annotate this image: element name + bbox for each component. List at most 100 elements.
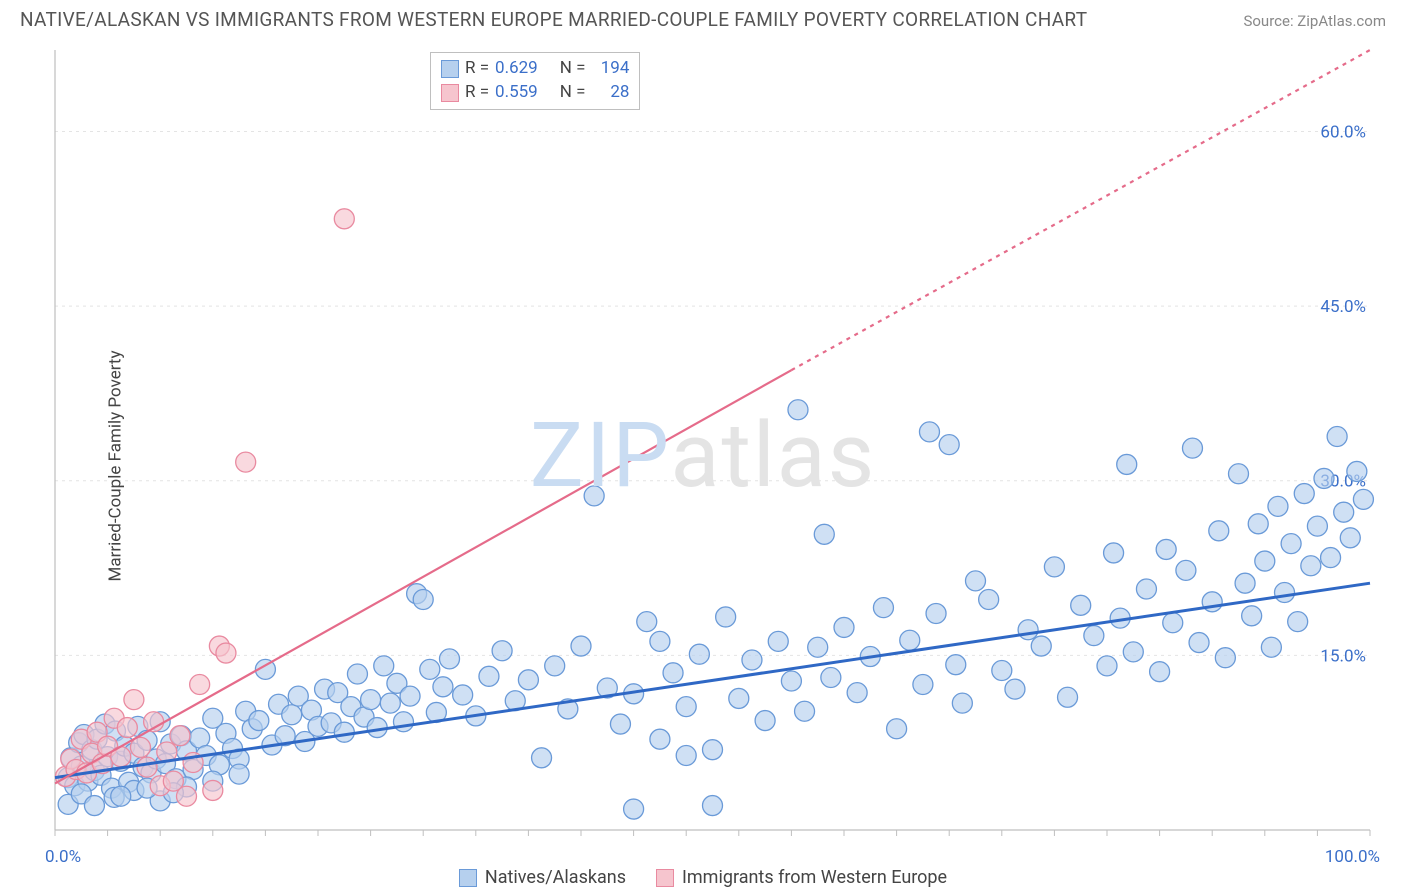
data-point-natives xyxy=(926,603,946,623)
data-point-natives xyxy=(1301,556,1321,576)
legend-n-value: 28 xyxy=(591,81,629,105)
data-point-natives xyxy=(1261,637,1281,657)
data-point-natives xyxy=(413,589,433,609)
data-point-natives xyxy=(919,422,939,442)
data-point-natives xyxy=(1005,679,1025,699)
data-point-natives xyxy=(637,612,657,632)
data-point-natives xyxy=(900,630,920,650)
data-point-natives xyxy=(676,697,696,717)
legend-r-label: R = xyxy=(465,57,489,81)
legend-r-value: 0.559 xyxy=(495,81,538,105)
legend-r-value: 0.629 xyxy=(495,57,538,81)
data-point-natives xyxy=(393,712,413,732)
data-point-natives xyxy=(400,686,420,706)
data-point-natives xyxy=(1209,521,1229,541)
data-point-immigrants xyxy=(177,786,197,806)
data-point-natives xyxy=(729,688,749,708)
correlation-legend: R =0.629N =194R =0.559N = 28 xyxy=(430,52,640,110)
data-point-natives xyxy=(1156,539,1176,559)
data-point-natives xyxy=(347,664,367,684)
data-point-natives xyxy=(781,671,801,691)
data-point-natives xyxy=(808,637,828,657)
legend-n-label: N = xyxy=(560,81,586,105)
data-point-natives xyxy=(716,607,736,627)
data-point-natives xyxy=(361,690,381,710)
data-point-natives xyxy=(1275,583,1295,603)
data-point-natives xyxy=(788,400,808,420)
data-point-natives xyxy=(1176,560,1196,580)
data-point-natives xyxy=(433,677,453,697)
data-point-natives xyxy=(1117,454,1137,474)
data-point-natives xyxy=(768,631,788,651)
header-bar: NATIVE/ALASKAN VS IMMIGRANTS FROM WESTER… xyxy=(0,0,1406,35)
data-point-natives xyxy=(821,667,841,687)
data-point-natives xyxy=(814,524,834,544)
chart-title: NATIVE/ALASKAN VS IMMIGRANTS FROM WESTER… xyxy=(20,8,1087,31)
data-point-natives xyxy=(663,663,683,683)
data-point-natives xyxy=(1123,642,1143,662)
data-point-natives xyxy=(1334,502,1354,522)
x-tick-label: 0.0% xyxy=(45,847,81,867)
data-point-natives xyxy=(992,661,1012,681)
scatter-chart: 0.0%100.0%15.0%30.0%45.0%60.0% xyxy=(0,40,1406,892)
data-point-natives xyxy=(1031,636,1051,656)
data-point-natives xyxy=(1058,687,1078,707)
data-point-natives xyxy=(1215,648,1235,668)
data-point-natives xyxy=(420,659,440,679)
data-point-natives xyxy=(1071,595,1091,615)
data-point-natives xyxy=(650,729,670,749)
data-point-natives xyxy=(380,693,400,713)
data-point-natives xyxy=(1288,612,1308,632)
data-point-natives xyxy=(966,571,986,591)
data-point-natives xyxy=(1248,514,1268,534)
y-tick-label: 45.0% xyxy=(1320,297,1366,317)
data-point-natives xyxy=(1189,633,1209,653)
data-point-natives xyxy=(610,714,630,734)
legend-swatch xyxy=(441,84,459,102)
y-axis-label: Married-Couple Family Poverty xyxy=(106,351,126,582)
data-point-natives xyxy=(1044,557,1064,577)
data-point-immigrants xyxy=(236,452,256,472)
data-point-natives xyxy=(374,656,394,676)
trendline-extended-immigrants xyxy=(791,50,1370,370)
legend-n-value: 194 xyxy=(591,57,629,81)
data-point-natives xyxy=(946,655,966,675)
legend-n-label: N = xyxy=(560,57,586,81)
data-point-natives xyxy=(453,685,473,705)
data-point-immigrants xyxy=(334,209,354,229)
data-point-natives xyxy=(676,745,696,765)
data-point-natives xyxy=(873,598,893,618)
data-point-natives xyxy=(532,748,552,768)
data-point-natives xyxy=(1150,662,1170,682)
data-point-natives xyxy=(1294,484,1314,504)
trendline-immigrants xyxy=(55,370,791,783)
legend-row: R =0.559N = 28 xyxy=(441,81,629,105)
data-point-natives xyxy=(939,435,959,455)
data-point-natives xyxy=(334,722,354,742)
data-point-natives xyxy=(755,711,775,731)
data-point-natives xyxy=(650,631,670,651)
data-point-natives xyxy=(1340,528,1360,548)
data-point-natives xyxy=(887,719,907,739)
y-tick-label: 60.0% xyxy=(1320,122,1366,142)
chart-container: NATIVE/ALASKAN VS IMMIGRANTS FROM WESTER… xyxy=(0,0,1406,892)
y-tick-label: 15.0% xyxy=(1320,646,1366,666)
legend-label: Natives/Alaskans xyxy=(485,867,626,888)
data-point-natives xyxy=(1097,656,1117,676)
data-point-natives xyxy=(1229,464,1249,484)
data-point-natives xyxy=(1321,548,1341,568)
data-point-immigrants xyxy=(117,718,137,738)
data-point-natives xyxy=(1018,620,1038,640)
data-point-natives xyxy=(1281,534,1301,554)
data-point-natives xyxy=(492,641,512,661)
data-point-natives xyxy=(979,589,999,609)
data-point-natives xyxy=(1084,626,1104,646)
data-point-natives xyxy=(1327,427,1347,447)
chart-area: Married-Couple Family Poverty 0.0%100.0%… xyxy=(0,40,1406,892)
data-point-immigrants xyxy=(170,726,190,746)
data-point-natives xyxy=(952,693,972,713)
data-point-natives xyxy=(834,617,854,637)
data-point-natives xyxy=(545,656,565,676)
data-point-natives xyxy=(584,486,604,506)
data-point-immigrants xyxy=(190,674,210,694)
